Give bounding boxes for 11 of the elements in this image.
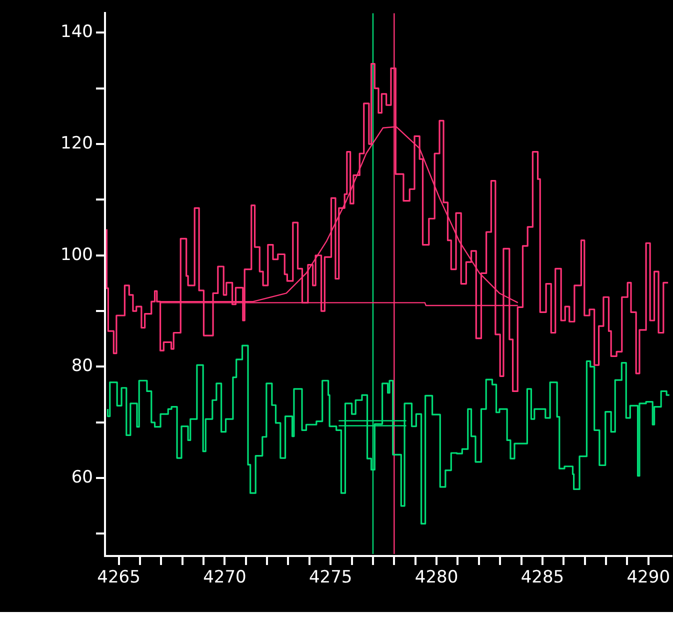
- y-tick-label: 100: [60, 244, 93, 265]
- x-tick-label: 4285: [520, 568, 564, 588]
- x-tick-label: 4270: [203, 568, 246, 588]
- x-tick-label: 4275: [308, 568, 352, 588]
- x-tick-label: 4290: [626, 568, 670, 588]
- y-tick-label: 120: [60, 133, 93, 154]
- x-tick-label: 4280: [414, 568, 458, 588]
- y-tick-label: 80: [71, 356, 93, 376]
- y-tick-label: 60: [71, 467, 93, 488]
- y-tick-label: 140: [60, 22, 93, 42]
- x-tick-label: 4265: [97, 568, 140, 588]
